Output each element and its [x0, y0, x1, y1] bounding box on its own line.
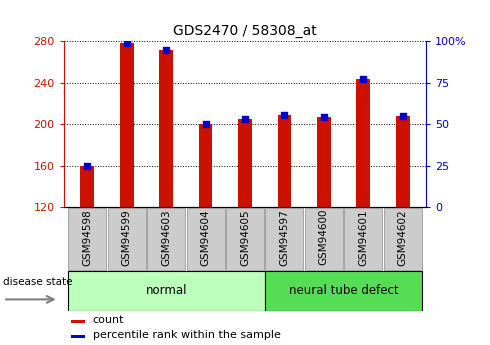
Text: GSM94602: GSM94602 — [398, 209, 408, 266]
Point — [320, 114, 328, 120]
Point — [162, 47, 170, 52]
FancyBboxPatch shape — [305, 208, 343, 270]
FancyBboxPatch shape — [187, 208, 224, 270]
Text: GSM94598: GSM94598 — [82, 209, 92, 266]
Bar — [71, 335, 85, 338]
Bar — [356, 79, 370, 207]
Point — [241, 116, 249, 122]
Point — [399, 113, 407, 119]
FancyBboxPatch shape — [344, 208, 382, 270]
Bar — [80, 166, 94, 207]
Text: GSM94600: GSM94600 — [319, 209, 329, 265]
Point — [202, 121, 210, 127]
FancyBboxPatch shape — [147, 208, 185, 270]
Text: normal: normal — [146, 284, 187, 297]
Text: neural tube defect: neural tube defect — [289, 284, 398, 297]
Text: GSM94597: GSM94597 — [279, 209, 290, 266]
Point — [123, 41, 131, 46]
Bar — [71, 320, 85, 323]
Text: count: count — [93, 315, 124, 325]
FancyBboxPatch shape — [68, 271, 265, 310]
Bar — [120, 43, 134, 207]
Text: GSM94601: GSM94601 — [358, 209, 368, 266]
Text: GSM94599: GSM94599 — [122, 209, 132, 266]
Text: percentile rank within the sample: percentile rank within the sample — [93, 331, 281, 340]
Point — [359, 76, 367, 81]
Bar — [198, 124, 213, 207]
Text: disease state: disease state — [3, 277, 73, 287]
FancyBboxPatch shape — [384, 208, 421, 270]
Bar — [238, 119, 252, 207]
FancyBboxPatch shape — [69, 208, 106, 270]
Bar — [159, 50, 173, 207]
Text: GSM94603: GSM94603 — [161, 209, 171, 266]
FancyBboxPatch shape — [265, 271, 422, 310]
Text: GSM94604: GSM94604 — [200, 209, 211, 266]
FancyBboxPatch shape — [226, 208, 264, 270]
Bar — [396, 116, 410, 207]
Text: GSM94605: GSM94605 — [240, 209, 250, 266]
Point — [280, 112, 288, 118]
FancyBboxPatch shape — [266, 208, 303, 270]
FancyBboxPatch shape — [108, 208, 146, 270]
Point — [83, 163, 91, 168]
Bar — [277, 115, 292, 207]
Title: GDS2470 / 58308_at: GDS2470 / 58308_at — [173, 23, 317, 38]
Bar — [317, 117, 331, 207]
